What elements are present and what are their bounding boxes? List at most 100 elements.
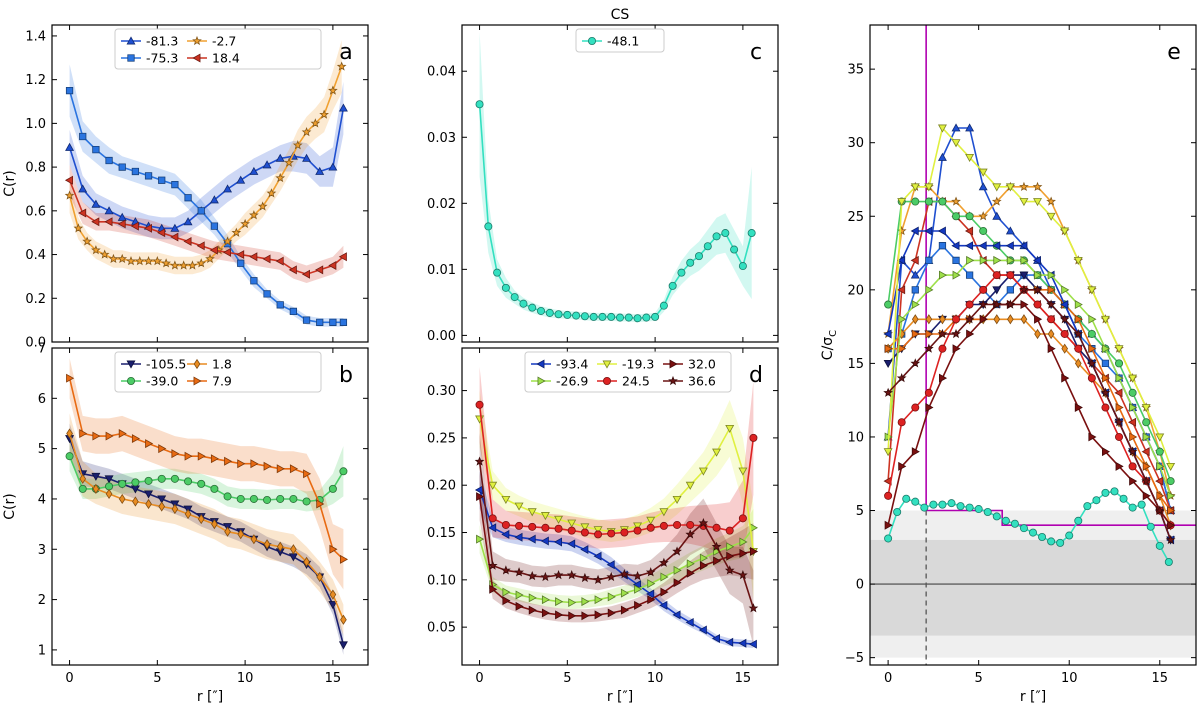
data-point [686, 258, 695, 267]
data-point [738, 262, 747, 271]
data-point [275, 256, 284, 266]
data-point [1115, 432, 1124, 441]
legend-marker [587, 36, 597, 46]
data-point [223, 184, 233, 193]
data-point [965, 123, 975, 132]
data-point [528, 303, 537, 312]
series--93.4 [474, 485, 757, 649]
error-band-7.9 [69, 358, 344, 590]
data-point [184, 477, 193, 486]
plot-area-b [65, 358, 349, 655]
data-point [739, 548, 748, 558]
data-point [632, 580, 641, 590]
error-band--19.3 [479, 390, 754, 599]
data-point [197, 451, 206, 461]
data-point [1074, 358, 1082, 369]
data-point [581, 611, 590, 621]
data-point [1032, 255, 1041, 265]
series--75.3 [65, 86, 348, 326]
error-band--39.0 [69, 441, 344, 512]
data-point [1100, 315, 1110, 324]
data-point [938, 197, 947, 206]
data-point [672, 610, 681, 620]
data-point [924, 226, 933, 236]
data-point [328, 162, 338, 171]
data-point [1087, 286, 1097, 295]
data-point [1060, 329, 1069, 338]
legend-box [575, 28, 665, 53]
series-36.6 [883, 284, 1176, 545]
data-point [104, 217, 113, 227]
data-point [593, 526, 603, 535]
data-point [902, 494, 911, 503]
data-point [1046, 196, 1056, 206]
data-point [1006, 286, 1014, 294]
data-point [956, 502, 965, 511]
y-axis-label-main: C(r) [2, 493, 18, 519]
data-point [1005, 183, 1015, 192]
series--39.0 [884, 197, 1175, 486]
data-point [1074, 300, 1083, 310]
data-point [1038, 532, 1047, 542]
data-point [978, 168, 988, 177]
data-point [476, 534, 485, 544]
x-tick-label: 0 [475, 671, 483, 686]
data-point [593, 574, 603, 584]
data-point [992, 286, 1002, 295]
data-point [171, 449, 180, 459]
data-point [1142, 418, 1151, 427]
data-point [184, 451, 193, 461]
data-point [698, 517, 709, 528]
x-axis-label: r [″] [1020, 689, 1046, 704]
data-point [883, 359, 893, 369]
data-point [1102, 373, 1111, 383]
data-point [528, 605, 537, 615]
data-point [925, 285, 934, 295]
data-point [303, 469, 312, 479]
data-point [1114, 345, 1124, 354]
legend-label: 1.8 [212, 357, 232, 372]
legend-marker [536, 359, 545, 369]
data-point [1101, 403, 1110, 412]
data-point [713, 556, 722, 566]
data-point [993, 314, 1001, 325]
panel-letter-d: d [749, 363, 763, 388]
data-point [118, 479, 127, 488]
data-point [236, 494, 245, 503]
data-point [143, 256, 154, 266]
data-point [328, 601, 338, 610]
legend-marker [192, 35, 202, 46]
legend-label: 7.9 [212, 374, 232, 389]
series-line--19.3 [478, 418, 755, 552]
data-point [170, 223, 180, 232]
panel-letter-a: a [339, 40, 352, 65]
data-point [1115, 359, 1124, 368]
data-point [1001, 516, 1010, 525]
data-point [726, 551, 735, 561]
x-tick-label: 5 [153, 671, 161, 686]
data-point [126, 256, 136, 266]
data-point [725, 637, 734, 647]
data-point [205, 253, 215, 264]
legend-entry: 36.6 [663, 374, 716, 389]
data-point [250, 277, 258, 285]
data-point [197, 479, 206, 488]
data-point [1115, 403, 1124, 413]
data-point [64, 190, 75, 200]
x-tick-label: 15 [1152, 671, 1169, 686]
data-point [1127, 446, 1138, 456]
legend-marker [602, 360, 612, 369]
data-point [964, 314, 975, 324]
data-point [489, 584, 498, 594]
data-point [183, 236, 192, 246]
legend-marker [602, 376, 612, 386]
data-point [712, 232, 721, 241]
y-tick-label: 25 [847, 210, 864, 225]
data-point [289, 464, 299, 474]
data-point [951, 139, 961, 148]
data-point [1088, 344, 1097, 354]
data-point [568, 598, 577, 608]
data-point [1128, 462, 1137, 471]
data-point [910, 226, 919, 236]
